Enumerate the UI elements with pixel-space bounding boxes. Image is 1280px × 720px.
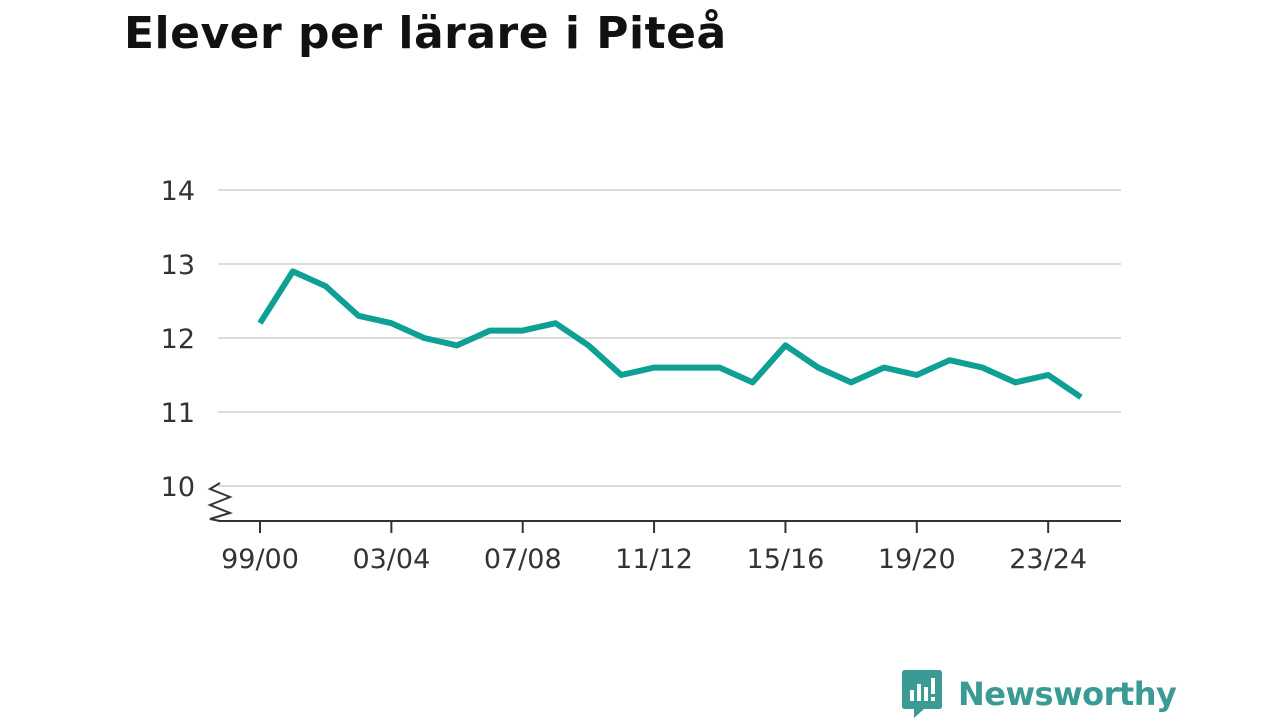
y-axis-ticks: 10 11 12 13 14 xyxy=(161,176,195,503)
gridlines xyxy=(218,189,1121,487)
y-tick-label: 10 xyxy=(161,472,195,503)
x-tick-label: 07/08 xyxy=(484,544,562,575)
x-tick-label: 03/04 xyxy=(352,544,430,575)
y-tick-label: 13 xyxy=(161,250,195,281)
y-tick-label: 11 xyxy=(161,398,195,429)
x-tick-label: 23/24 xyxy=(1009,544,1087,575)
x-axis-ticks: 99/00 03/04 07/08 11/12 15/16 19/20 23/24 xyxy=(221,521,1087,575)
brand-name: Newsworthy xyxy=(958,675,1177,713)
x-tick-label: 11/12 xyxy=(615,544,693,575)
series-line xyxy=(257,268,1083,400)
y-tick-label: 14 xyxy=(161,176,195,207)
x-tick-label: 99/00 xyxy=(221,544,299,575)
line-chart: 10 11 12 13 14 99/00 03/04 07/08 11/12 15/16 19/2… xyxy=(161,176,1121,575)
brand-logo: Newsworthy xyxy=(902,670,1177,718)
y-axis-break-icon xyxy=(207,482,234,522)
newsworthy-logo-icon xyxy=(902,670,942,718)
x-tick-label: 19/20 xyxy=(878,544,956,575)
y-tick-label: 12 xyxy=(161,324,195,355)
x-tick-label: 15/16 xyxy=(747,544,825,575)
chart-title: Elever per lärare i Piteå xyxy=(124,8,727,59)
